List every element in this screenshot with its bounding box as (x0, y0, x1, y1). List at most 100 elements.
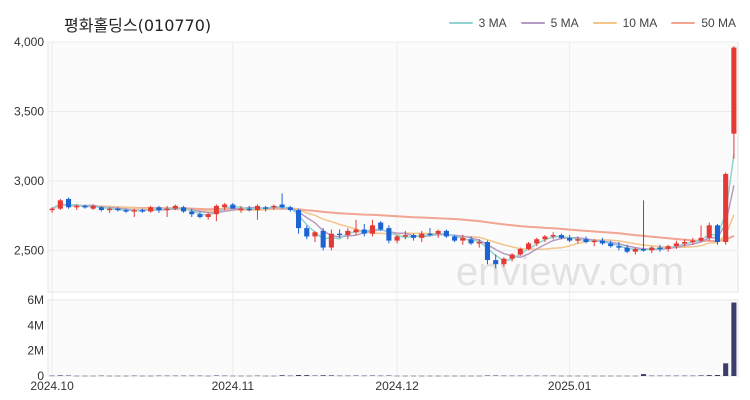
volume-bar (361, 375, 367, 377)
candle (410, 233, 417, 241)
volume-bar (723, 363, 729, 376)
candle (279, 193, 285, 209)
legend-item-ma3: 3 MA (448, 16, 507, 30)
candle-body (427, 233, 433, 236)
volume-bar (353, 375, 359, 376)
candle (706, 222, 712, 241)
candle (657, 244, 663, 252)
candle-body (534, 239, 540, 244)
candle (254, 204, 261, 220)
date-tick-label: 2025.01 (548, 379, 592, 393)
candle-body (139, 210, 146, 212)
candle-body (493, 260, 499, 265)
volume-bar (287, 375, 293, 377)
candle (419, 230, 425, 242)
volume-bar (542, 375, 548, 377)
candle-body (476, 242, 482, 244)
candle (640, 200, 647, 252)
candle-body (287, 207, 293, 211)
volume-bar (254, 375, 261, 377)
candle (542, 235, 548, 242)
volume-bar (616, 375, 622, 377)
candle (468, 236, 474, 245)
candle (484, 240, 491, 265)
volume-bar (460, 375, 466, 377)
volume-bar (599, 375, 606, 377)
candle-body (443, 230, 449, 237)
candle-body (279, 204, 285, 208)
legend-swatch-ma50 (671, 22, 696, 24)
candle-body (246, 208, 252, 211)
candle (608, 240, 614, 248)
volume-bar (369, 375, 376, 376)
candle-body (353, 229, 359, 233)
volume-bar (82, 375, 88, 377)
candle-body (665, 246, 671, 249)
legend-swatch-ma5 (520, 22, 545, 24)
candle (616, 242, 622, 251)
axis-labels: 2,500 3,000 3,500 4,000 0 2M 4M 6M 2024.10 2024.1… (14, 35, 592, 393)
candle-body (369, 225, 376, 234)
volume-bar (476, 375, 482, 377)
volume-bar (682, 375, 688, 377)
candle (139, 208, 146, 213)
candle-body (452, 236, 458, 241)
volume-bar (657, 375, 663, 377)
candle (476, 239, 482, 248)
candle (98, 205, 104, 212)
candle-body (575, 239, 581, 241)
date-tick-label: 2024.11 (212, 379, 255, 393)
volume-tick-label: 2M (27, 344, 44, 358)
legend-item-ma10: 10 MA (592, 16, 657, 30)
candle (148, 205, 154, 213)
candle-body (706, 225, 712, 238)
volume-bar (501, 375, 507, 377)
volume-bar (714, 374, 721, 376)
candle-body (107, 208, 113, 211)
candle-body (640, 248, 647, 251)
volume-bar (452, 375, 458, 377)
candle (509, 253, 515, 262)
volume-tick-label: 0 (37, 369, 44, 383)
candle (131, 208, 137, 217)
volume-bar (213, 375, 219, 376)
candle (665, 244, 671, 252)
candle (443, 229, 449, 238)
candle (337, 229, 343, 238)
candle (156, 205, 162, 213)
volume-bar (246, 375, 252, 377)
volume-bar (558, 375, 564, 377)
candle (164, 205, 170, 217)
volume-bar (295, 374, 302, 376)
volume-bar (410, 375, 417, 377)
candle (599, 237, 606, 245)
candle-body (263, 207, 269, 209)
volume-bar (49, 375, 55, 377)
volume-bar (107, 375, 113, 377)
volume-bar (386, 375, 392, 376)
volume-bar (230, 375, 236, 377)
volume-bar (312, 375, 318, 376)
candle-body (682, 242, 688, 244)
candle (624, 244, 630, 254)
volume-bar (98, 375, 104, 377)
volume-bar (156, 375, 162, 377)
candle (263, 205, 269, 212)
volume-bar (197, 375, 203, 377)
candle (230, 203, 236, 209)
watermark-text: enviewv.com (456, 250, 684, 294)
candle (632, 247, 638, 255)
legend-item-ma5: 5 MA (520, 16, 579, 30)
candle-body (410, 235, 417, 238)
candle-body (320, 230, 326, 248)
candle (304, 225, 310, 240)
candle (49, 207, 55, 213)
candle (591, 239, 597, 247)
candle (287, 205, 293, 212)
candle (123, 208, 129, 213)
volume-bar (575, 375, 581, 377)
candle (295, 208, 302, 234)
candle-body (698, 237, 704, 241)
volume-bar (123, 375, 129, 377)
volume-bar (419, 375, 425, 377)
